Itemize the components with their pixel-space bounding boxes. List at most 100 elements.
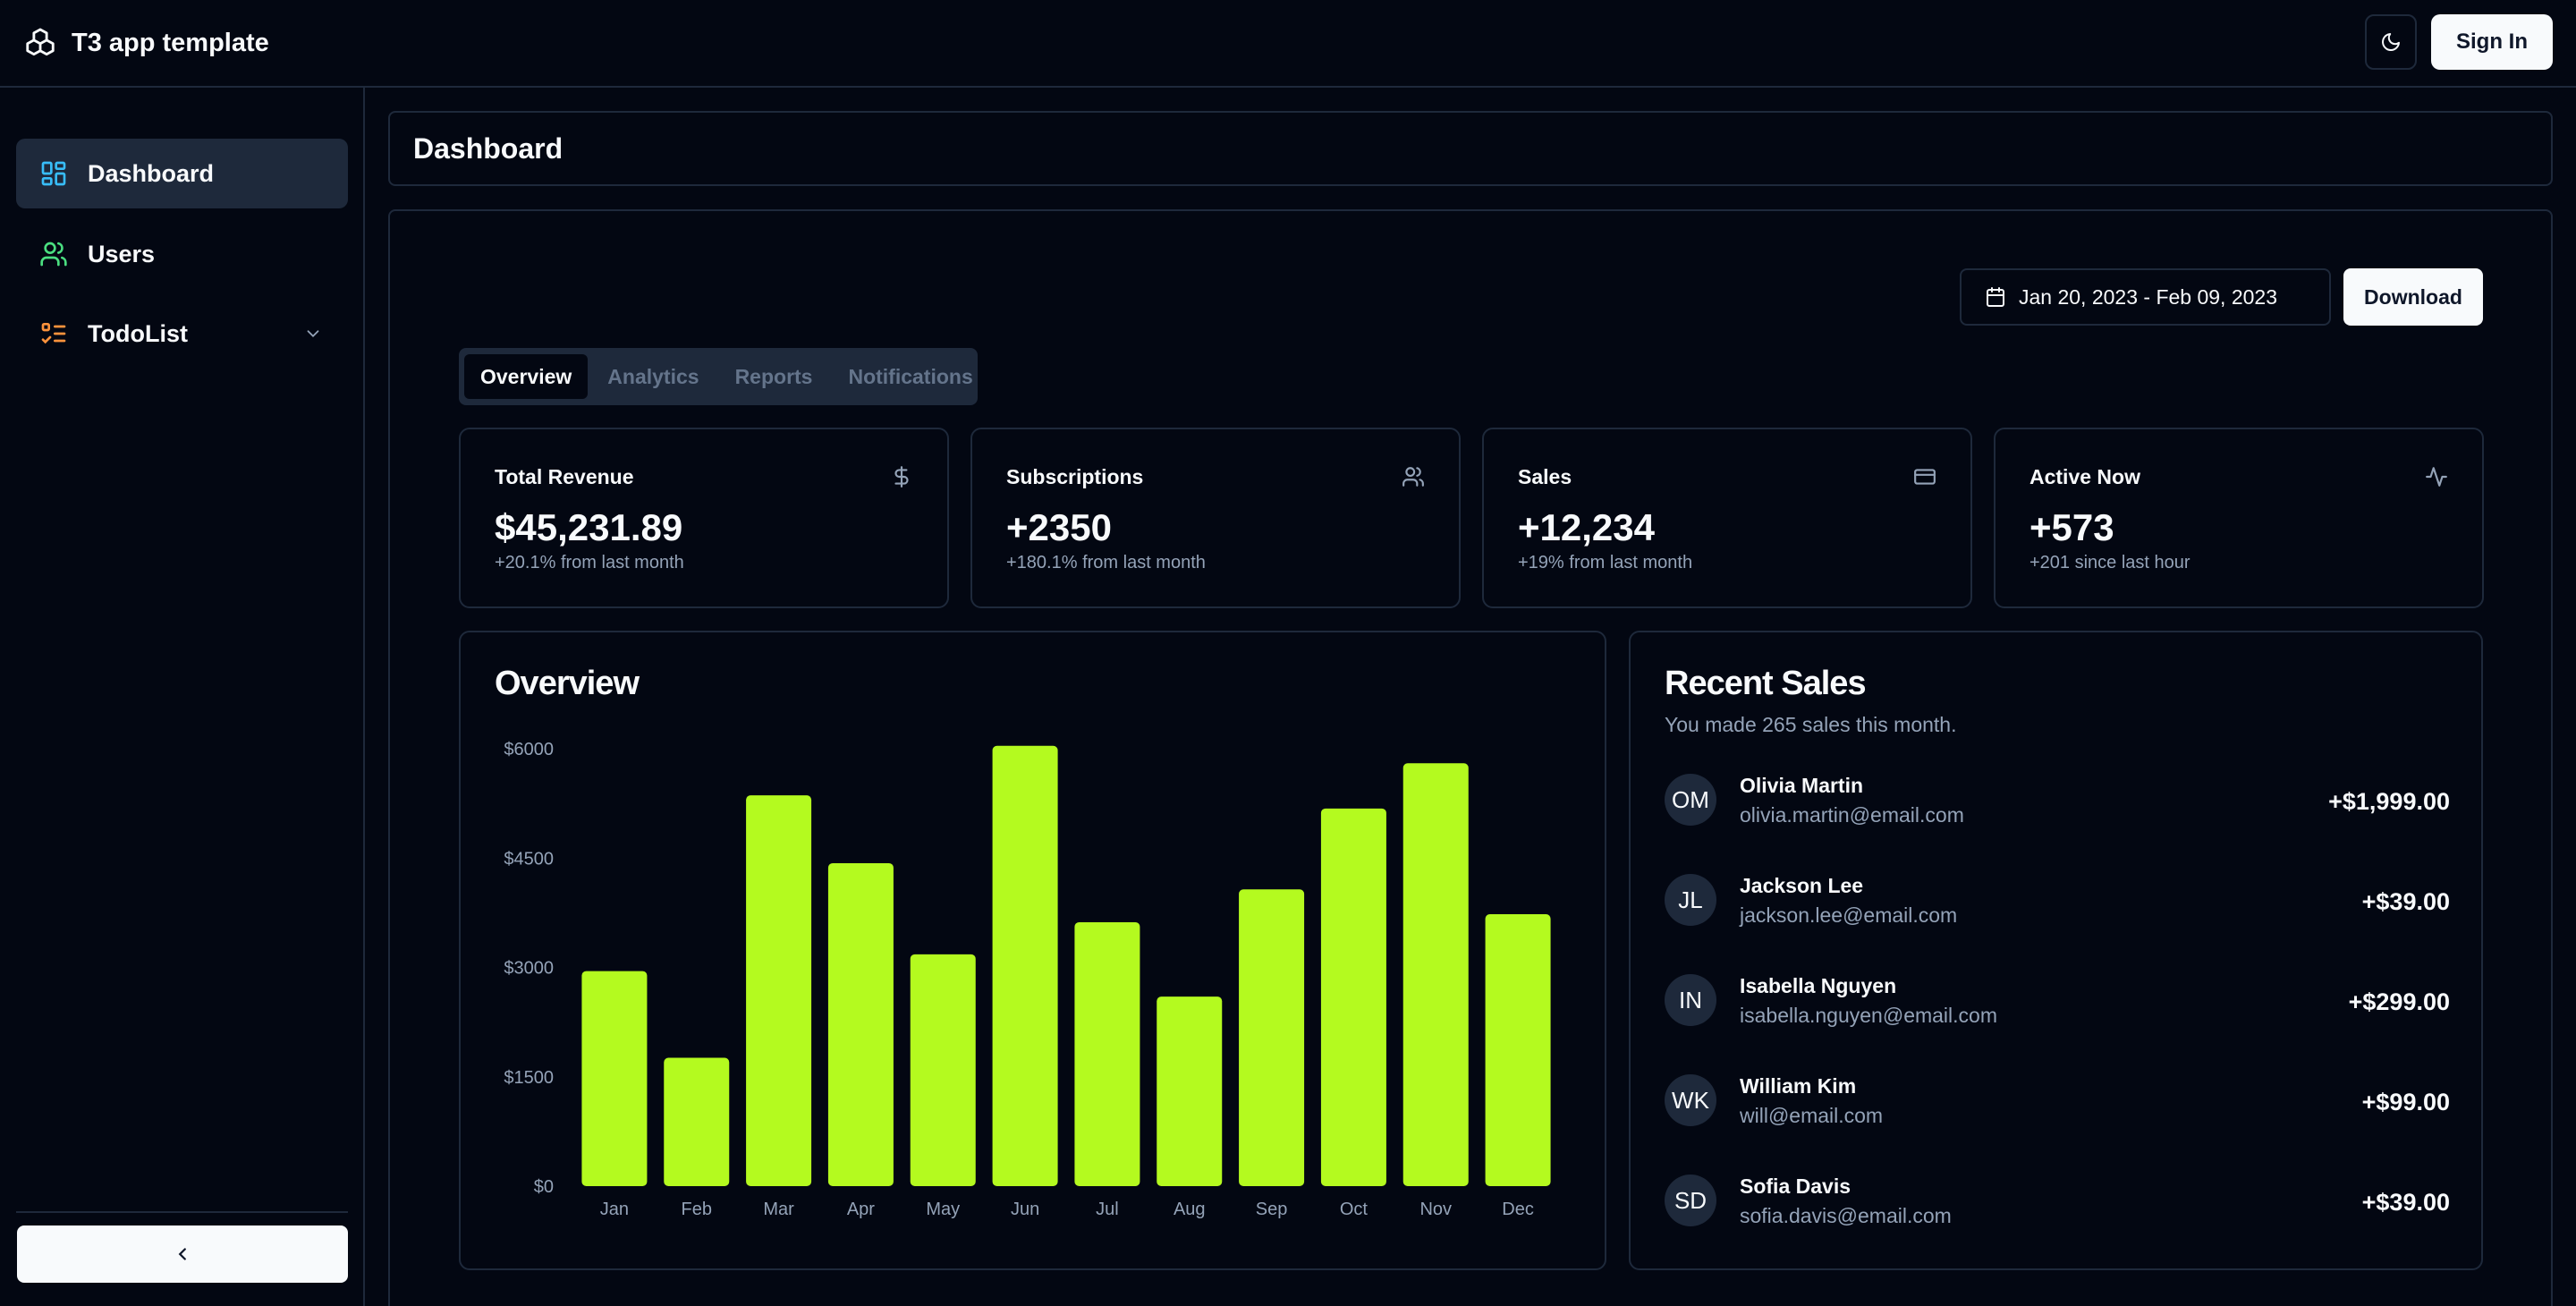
stat-value: +2350 xyxy=(1006,506,1112,548)
x-tick-label: Aug xyxy=(1174,1200,1206,1219)
y-tick-label: $4500 xyxy=(504,849,554,869)
sale-name: William Kim xyxy=(1740,1074,1857,1098)
sidebar-item-label: Users xyxy=(88,240,156,267)
sale-amount: +$39.00 xyxy=(2361,1189,2450,1216)
sale-amount: +$99.00 xyxy=(2361,1089,2450,1115)
sale-amount: +$39.00 xyxy=(2361,888,2450,915)
tab-reports[interactable]: Reports xyxy=(734,364,813,388)
tab-overview[interactable]: Overview xyxy=(464,354,589,399)
logo-icon xyxy=(26,28,55,56)
avatar: IN xyxy=(1665,974,1716,1026)
page-title: Dashboard xyxy=(413,131,564,165)
download-button[interactable]: Download xyxy=(2343,268,2483,326)
bar-apr[interactable] xyxy=(827,862,894,1186)
sale-amount: +$299.00 xyxy=(2348,988,2450,1015)
collapse-sidebar-button[interactable] xyxy=(17,1225,348,1283)
sale-amount: +$1,999.00 xyxy=(2328,788,2450,815)
bar-dec[interactable] xyxy=(1485,914,1551,1186)
sign-in-button[interactable]: Sign In xyxy=(2431,14,2553,70)
stat-change: +180.1% from last month xyxy=(1006,553,1206,572)
x-tick-label: Feb xyxy=(682,1200,712,1219)
todolist-icon xyxy=(41,323,66,344)
x-tick-label: Jun xyxy=(1011,1200,1039,1219)
avatar: OM xyxy=(1665,774,1716,826)
x-tick-label: Oct xyxy=(1340,1200,1368,1219)
sale-name: Jackson Lee xyxy=(1740,874,1864,897)
bar-jan[interactable] xyxy=(581,971,648,1186)
x-tick-label: Sep xyxy=(1256,1200,1288,1219)
avatar: SD xyxy=(1665,1175,1716,1226)
page-header: Dashboard xyxy=(388,111,2553,186)
sidebar-divider xyxy=(16,1211,348,1213)
stat-card-total-revenue: Total Revenue $45,231.89 +20.1% from las… xyxy=(459,428,949,608)
stat-value: +12,234 xyxy=(1518,506,1655,548)
stat-value: +573 xyxy=(2029,506,2114,548)
bar-nov[interactable] xyxy=(1402,763,1469,1186)
stat-title: Total Revenue xyxy=(495,465,634,488)
sale-row: SD Sofia Davis sofia.davis@email.com +$3… xyxy=(1665,1175,2450,1228)
tab-analytics[interactable]: Analytics xyxy=(607,364,699,388)
sidebar-item-dashboard[interactable]: Dashboard xyxy=(16,139,348,208)
credit-card-icon xyxy=(1914,469,1936,485)
sidebar-item-label: Dashboard xyxy=(88,159,215,187)
bar-oct[interactable] xyxy=(1320,808,1386,1186)
date-range-picker[interactable]: Jan 20, 2023 - Feb 09, 2023 xyxy=(1960,268,2331,326)
recent-sales-subtitle: You made 265 sales this month. xyxy=(1665,713,1957,736)
bar-jun[interactable] xyxy=(992,745,1058,1186)
sale-row: JL Jackson Lee jackson.lee@email.com +$3… xyxy=(1665,874,2450,928)
top-bar: T3 app template Sign In xyxy=(0,0,2576,88)
sale-name: Isabella Nguyen xyxy=(1740,974,1897,997)
tab-list: Overview Analytics Reports Notifications xyxy=(459,348,978,405)
sale-row: OM Olivia Martin olivia.martin@email.com… xyxy=(1665,774,2450,827)
recent-sales-card: Recent Sales You made 265 sales this mon… xyxy=(1629,631,2483,1270)
sidebar-item-todolist[interactable]: TodoList xyxy=(16,299,348,369)
x-tick-label: Mar xyxy=(763,1200,794,1219)
y-tick-label: $6000 xyxy=(504,740,554,759)
avatar: WK xyxy=(1665,1074,1716,1126)
stat-card-subscriptions: Subscriptions +2350 +180.1% from last mo… xyxy=(970,428,1461,608)
stat-card-sales: Sales +12,234 +19% from last month xyxy=(1482,428,1972,608)
bar-feb[interactable] xyxy=(664,1057,730,1186)
sale-name: Sofia Davis xyxy=(1740,1175,1851,1198)
tab-notifications[interactable]: Notifications xyxy=(848,364,973,388)
stat-title: Active Now xyxy=(2029,465,2140,488)
sale-email: sofia.davis@email.com xyxy=(1740,1204,1952,1227)
sidebar-item-users[interactable]: Users xyxy=(16,219,348,289)
bar-sep[interactable] xyxy=(1239,889,1305,1186)
overview-card: $0 $1500 $3000 $4500 $6000 Jan Feb Mar Apr May Jun… xyxy=(459,631,1606,1270)
chevron-down-icon[interactable] xyxy=(303,324,323,343)
overview-title: Overview xyxy=(495,665,640,702)
x-tick-label: Jul xyxy=(1096,1200,1119,1219)
dashboard-panel xyxy=(388,209,2553,1306)
stat-title: Sales xyxy=(1518,465,1572,488)
brand[interactable]: T3 app template xyxy=(23,26,269,60)
stat-title: Subscriptions xyxy=(1006,465,1144,488)
app-title: T3 app template xyxy=(72,28,269,57)
avatar: JL xyxy=(1665,874,1716,926)
users-icon xyxy=(40,242,67,267)
x-tick-label: Apr xyxy=(847,1200,875,1219)
theme-toggle-button[interactable] xyxy=(2365,14,2417,70)
bar-mar[interactable] xyxy=(746,795,812,1186)
sale-row: WK William Kim will@email.com +$99.00 xyxy=(1665,1074,2450,1128)
chevron-left-icon xyxy=(178,1248,186,1260)
dollar-icon xyxy=(894,466,909,488)
bar-aug[interactable] xyxy=(1157,996,1223,1186)
users-icon xyxy=(1402,467,1424,487)
sale-email: will@email.com xyxy=(1740,1104,1884,1127)
stat-change: +201 since last hour xyxy=(2029,553,2190,572)
bar-jul[interactable] xyxy=(1074,921,1140,1186)
stat-change: +20.1% from last month xyxy=(495,553,684,572)
x-tick-label: Jan xyxy=(600,1200,629,1219)
activity-icon xyxy=(2426,467,2447,487)
y-tick-label: $1500 xyxy=(504,1068,554,1088)
stat-card-active-now: Active Now +573 +201 since last hour xyxy=(1994,428,2484,608)
stat-value: $45,231.89 xyxy=(495,506,683,548)
x-tick-label: Nov xyxy=(1419,1200,1452,1219)
sale-row: IN Isabella Nguyen isabella.nguyen@email… xyxy=(1665,974,2450,1028)
sidebar-item-label: TodoList xyxy=(88,319,188,347)
y-tick-label: $0 xyxy=(534,1177,554,1197)
x-tick-label: Dec xyxy=(1502,1200,1534,1219)
sidebar: Dashboard Users TodoList xyxy=(0,88,365,1306)
bar-may[interactable] xyxy=(910,954,976,1186)
